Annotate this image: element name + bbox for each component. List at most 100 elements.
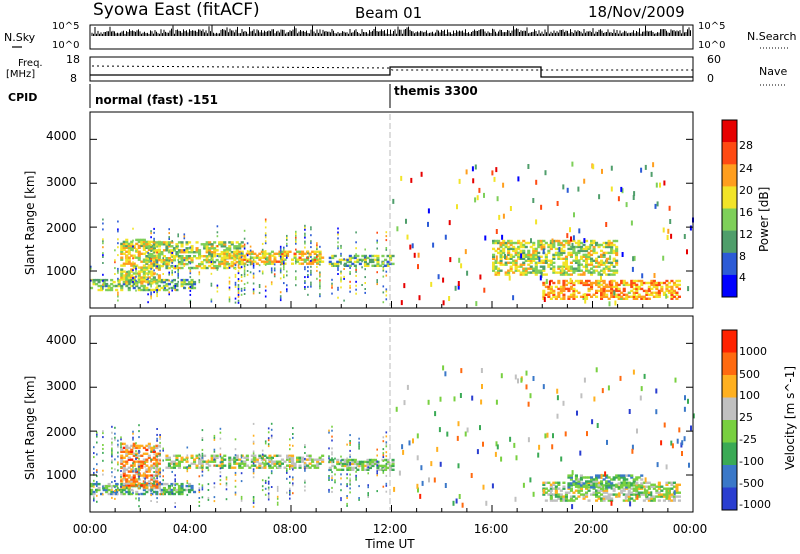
echo-cell — [304, 236, 306, 239]
echo-cell — [160, 488, 164, 492]
echo-cell — [569, 295, 573, 298]
echo-cell — [264, 464, 267, 467]
echo-cell — [147, 470, 151, 473]
echo-cell — [567, 241, 571, 245]
echo-cell — [132, 470, 134, 473]
echo-cell — [587, 489, 591, 492]
echo-cell — [665, 464, 668, 470]
echo-cell — [110, 288, 114, 292]
echo-cell — [504, 257, 508, 260]
echo-cell — [547, 295, 551, 298]
echo-cell — [207, 469, 210, 472]
echo-cell — [114, 480, 116, 483]
echo-cell — [120, 242, 124, 246]
echo-cell — [416, 455, 419, 461]
echo-cell — [340, 272, 342, 275]
echo-cell — [574, 289, 578, 293]
echo-cell — [585, 255, 589, 258]
echo-cell — [597, 476, 601, 479]
echo-cell — [569, 245, 573, 249]
echo-cell — [120, 278, 124, 281]
echo-cell — [544, 257, 548, 260]
velocity-cbar-label: Velocity [m s^-1] — [783, 366, 797, 470]
echo-cell — [504, 261, 508, 264]
echo-cell — [355, 470, 357, 473]
echo-cell — [492, 239, 496, 243]
echo-cell — [234, 254, 237, 257]
echo-cell — [442, 365, 445, 371]
echo-cell — [258, 258, 262, 261]
echo-cell — [96, 471, 98, 474]
echo-cell — [341, 462, 345, 466]
echo-cell — [602, 285, 606, 289]
echo-cell — [512, 241, 516, 245]
echo-cell — [564, 493, 568, 496]
echo-cell — [175, 488, 179, 492]
echo-cell — [233, 262, 237, 265]
echo-cell — [630, 295, 634, 298]
echo-cell — [567, 247, 571, 251]
echo-cell — [264, 242, 267, 245]
echo-cell — [656, 462, 659, 468]
power-cbar-tick: 20 — [739, 184, 753, 197]
echo-cell — [625, 486, 629, 489]
echo-cell — [554, 247, 558, 251]
echo-cell — [167, 458, 171, 461]
echo-cell — [492, 263, 496, 266]
echo-cell — [527, 253, 531, 257]
echo-cell — [615, 283, 619, 287]
echo-cell — [542, 239, 546, 243]
echo-cell — [150, 255, 154, 258]
echo-cell — [517, 265, 521, 268]
echo-cell — [168, 249, 170, 252]
echo-cell — [585, 495, 589, 498]
echo-cell — [334, 479, 336, 482]
echo-cell — [107, 288, 111, 292]
echo-cell — [655, 489, 659, 492]
echo-cell — [358, 497, 360, 499]
echo-cell — [150, 490, 152, 493]
echo-cell — [140, 240, 144, 244]
echo-cell — [400, 175, 403, 181]
echo-cell — [117, 483, 119, 486]
echo-cell — [114, 486, 116, 489]
echo-cell — [597, 263, 601, 266]
echo-cell — [127, 474, 131, 477]
echo-cell — [152, 258, 156, 261]
echo-cell — [630, 474, 634, 477]
echo-cell — [371, 462, 375, 466]
echo-cell — [358, 447, 360, 450]
echo-cell — [597, 474, 601, 477]
echo-cell — [539, 271, 543, 274]
echo-cell — [659, 182, 661, 188]
echo-cell — [138, 497, 140, 500]
echo-cell — [289, 497, 291, 500]
echo-cell — [215, 249, 219, 252]
echo-cell — [569, 227, 571, 233]
echo-cell — [652, 281, 656, 285]
echo-cell — [316, 254, 318, 257]
echo-cell — [234, 268, 237, 270]
echo-cell — [132, 256, 136, 259]
echo-cell — [592, 491, 596, 494]
echo-cell — [264, 479, 267, 482]
echo-cell — [600, 253, 604, 257]
echo-cell — [378, 264, 382, 267]
echo-cell — [331, 458, 335, 462]
echo-cell — [145, 470, 149, 473]
echo-cell — [156, 261, 158, 264]
echo-cell — [114, 249, 116, 252]
echo-cell — [677, 495, 681, 498]
echo-cell — [168, 273, 170, 276]
echo-cell — [132, 276, 136, 279]
echo-cell — [120, 252, 124, 255]
echo-cell — [252, 499, 255, 502]
echo-cell — [198, 497, 201, 499]
echo-cell — [385, 248, 388, 251]
echo-cell — [534, 255, 538, 258]
velocity-ylabel: Slant Range [km] — [23, 376, 37, 480]
echo-cell — [331, 464, 335, 468]
echo-cell — [150, 450, 152, 453]
echo-cell — [172, 464, 176, 467]
echo-cell — [295, 278, 297, 281]
